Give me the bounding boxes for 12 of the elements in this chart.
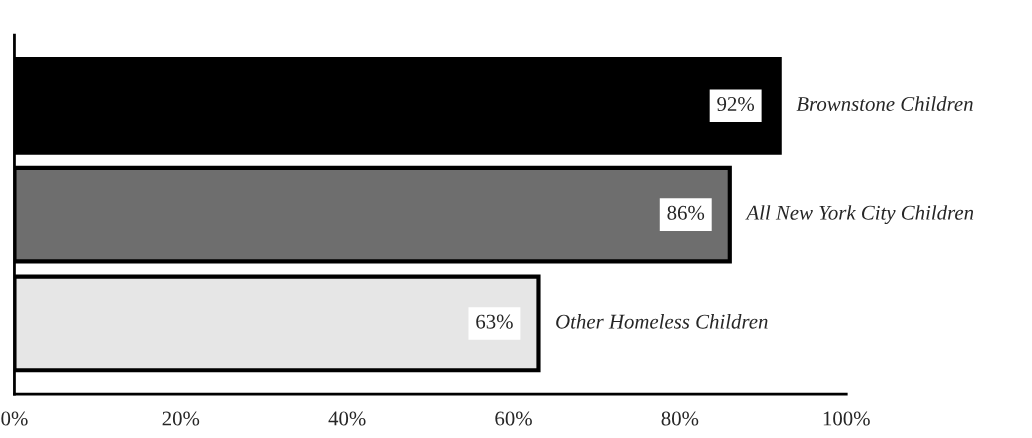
y-tick-label: All New York City Children	[745, 205, 974, 225]
x-tick-label: 20%	[162, 411, 200, 426]
y-tick-label: Other Homeless Children	[556, 314, 768, 329]
data-label: 92%	[717, 96, 755, 112]
data-label: 63%	[476, 314, 513, 329]
x-tick-label: 0%	[1, 411, 28, 426]
x-tick-label: 80%	[661, 411, 699, 426]
x-tick-label: 40%	[328, 411, 366, 426]
data-label: 86%	[667, 205, 705, 220]
x-tick-label: 100%	[823, 411, 870, 426]
y-tick-label: Brownstone Children	[796, 96, 973, 112]
x-tick-label: 60%	[495, 411, 532, 426]
